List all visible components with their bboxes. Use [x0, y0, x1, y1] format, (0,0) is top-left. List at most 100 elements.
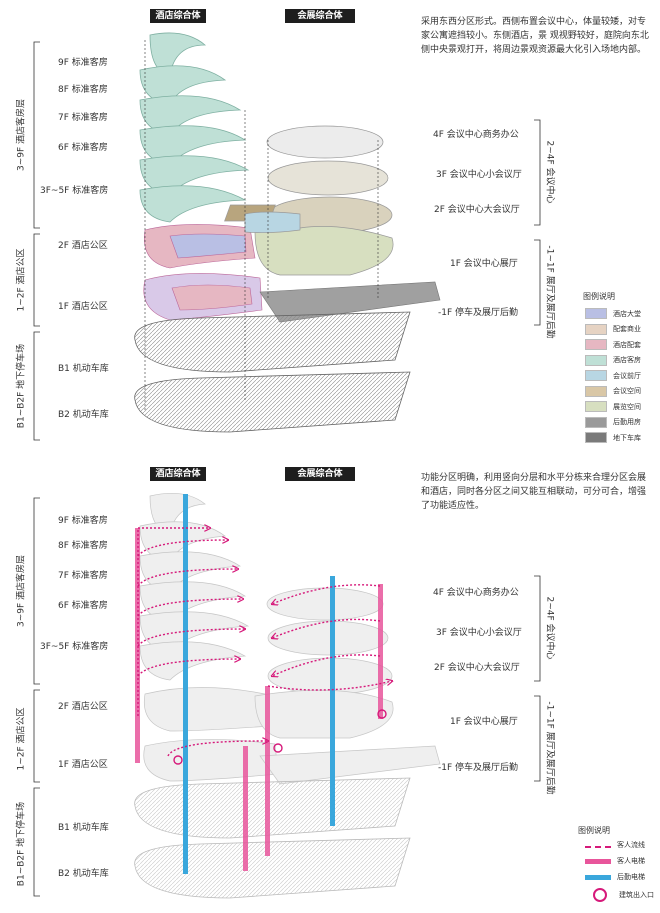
floor-label: 1F 会议中心展厅 — [450, 717, 518, 727]
floor-label: 8F 标准客房 — [58, 85, 108, 95]
group-label: 3~9F 酒店客房层 — [16, 554, 27, 628]
legend-item: 会议前厅 — [585, 370, 641, 381]
parking-floors — [134, 311, 411, 433]
floor-label: 4F 会议中心商务办公 — [433, 130, 519, 140]
legend-item: 后勤电梯 — [585, 872, 645, 882]
group-label: 2~4F 会议中心 — [544, 140, 555, 204]
entrance-markers — [173, 709, 387, 765]
service-elevator-icon — [585, 874, 611, 880]
floor-label: B1 机动车库 — [58, 823, 109, 833]
legend-swatch — [585, 416, 607, 428]
floor-label: 3F 会议中心小会议厅 — [436, 170, 522, 180]
group-label: 1~2F 酒店公区 — [16, 248, 27, 312]
zoning-diagram-panel: 酒店综合体 会展综合体 采用东西分区形式。西侧布置会议中心，体量较矮，对专家公寓… — [0, 0, 660, 456]
legend-item: 客人电梯 — [585, 856, 645, 866]
legend-label: 客人流线 — [617, 841, 645, 849]
group-label: 1~2F 酒店公区 — [16, 707, 27, 771]
floor-label: 9F 标准客房 — [58, 516, 108, 526]
group-label: 2~4F 会议中心 — [544, 596, 555, 660]
floor-label: -1F 停车及展厅后勤 — [438, 763, 519, 773]
floor-label: 2F 会议中心大会议厅 — [434, 205, 520, 215]
floor-label: 3F~5F 标准客房 — [40, 186, 109, 196]
hotel-room-floors — [139, 32, 250, 223]
hotel-complex-tab: 酒店综合体 — [150, 9, 206, 23]
basement-logistics-slab — [259, 281, 441, 323]
expo-complex-tab: 会展综合体 — [285, 9, 355, 23]
guest-flow-lines — [137, 528, 392, 757]
floor-label: 3F 会议中心小会议厅 — [436, 628, 522, 638]
guest-elevator-icon — [585, 858, 611, 864]
left-brackets — [33, 41, 541, 441]
group-label: B1~B2F 地下停车场 — [16, 343, 27, 429]
legend-swatch — [585, 385, 607, 397]
circulation-description: 功能分区明确，利用竖向分层和水平分栋来合理分区会展和酒店，同时各分区之间又能互相… — [421, 473, 647, 511]
legend-label: 展览空间 — [613, 402, 641, 411]
group-brackets — [33, 497, 541, 897]
legend-item: 客人流线 — [585, 840, 645, 850]
group-label: -1~1F 展厅及展厅后勤 — [544, 245, 555, 339]
floor-label: 1F 会议中心展厅 — [450, 259, 518, 269]
legend-swatch — [585, 432, 607, 443]
legend-item: 酒店客房 — [585, 354, 641, 366]
entrance-icon — [593, 888, 607, 902]
guest-flow-arrow-icon — [585, 846, 611, 848]
legend-item: 建筑出入口 — [585, 888, 654, 902]
legend-item: 会议空间 — [585, 385, 641, 397]
legend-swatch — [585, 401, 607, 412]
legend-swatch — [585, 339, 607, 350]
floor-label: 6F 标准客房 — [58, 601, 108, 611]
floor-label: B2 机动车库 — [58, 410, 109, 420]
legend-label: 后勤用房 — [613, 418, 641, 426]
group-label: -1~1F 展厅及展厅后勤 — [544, 701, 555, 795]
legend-title: 图例说明 — [578, 826, 610, 835]
legend-label: 后勤电梯 — [617, 873, 645, 881]
legend-label: 建筑出入口 — [619, 891, 654, 899]
floor-label: -1F 停车及展厅后勤 — [438, 308, 519, 318]
legend-title: 图例说明 — [583, 292, 615, 301]
circulation-axonometric-drawing — [33, 493, 541, 899]
floor-label: 3F~5F 标准客房 — [40, 642, 109, 652]
floor-label: 4F 会议中心商务办公 — [433, 588, 519, 598]
legend-label: 会议前厅 — [613, 371, 641, 380]
hotel-complex-tab: 酒店综合体 — [150, 467, 206, 481]
circulation-diagram-panel: 酒店综合体 会展综合体 功能分区明确，利用竖向分层和水平分栋来合理分区会展和酒店… — [0, 456, 660, 913]
floor-label: 9F 标准客房 — [58, 58, 108, 68]
floor-label: 1F 酒店公区 — [58, 760, 108, 770]
legend-swatch — [585, 354, 607, 366]
legend-swatch — [585, 323, 607, 335]
floor-label: 1F 酒店公区 — [58, 302, 108, 312]
legend-item: 展览空间 — [585, 401, 641, 412]
floor-label: 7F 标准客房 — [58, 113, 108, 123]
floor-label: B2 机动车库 — [58, 869, 109, 879]
hotel-public-floors — [143, 224, 263, 321]
floor-label: 2F 酒店公区 — [58, 702, 108, 712]
legend-label: 客人电梯 — [617, 857, 645, 865]
floor-label: 7F 标准客房 — [58, 571, 108, 581]
group-label: 3~9F 酒店客房层 — [16, 98, 27, 172]
parking-floors — [134, 777, 411, 899]
conference-floors — [224, 125, 394, 276]
floor-label: 8F 标准客房 — [58, 541, 108, 551]
floor-label: 2F 酒店公区 — [58, 241, 108, 251]
floor-label: 6F 标准客房 — [58, 143, 108, 153]
floor-label: B1 机动车库 — [58, 364, 109, 374]
expo-complex-tab: 会展综合体 — [285, 467, 355, 481]
zoning-description: 采用东西分区形式。西侧布置会议中心，体量较矮，对专家公寓遮挡较小。东侧酒店，景 … — [421, 17, 649, 55]
floor-label: 2F 会议中心大会议厅 — [434, 663, 520, 673]
zoning-axonometric-drawing — [33, 32, 541, 441]
group-label: B1~B2F 地下停车场 — [16, 801, 27, 887]
legend-label: 酒店大堂 — [613, 309, 641, 318]
legend-label: 会议空间 — [613, 387, 641, 395]
legend-item: 配套商业 — [585, 323, 641, 335]
legend-swatch — [585, 370, 607, 381]
legend-item: 酒店配套 — [585, 339, 641, 350]
legend-item: 酒店大堂 — [585, 308, 641, 319]
legend-label: 地下车库 — [613, 433, 641, 442]
legend-item: 后勤用房 — [585, 416, 641, 428]
legend-label: 酒店客房 — [613, 356, 641, 364]
legend-label: 酒店配套 — [613, 340, 641, 349]
structure-lines — [144, 40, 379, 410]
legend-item: 地下车库 — [585, 432, 641, 443]
legend-swatch — [585, 308, 607, 319]
legend-label: 配套商业 — [613, 325, 641, 333]
